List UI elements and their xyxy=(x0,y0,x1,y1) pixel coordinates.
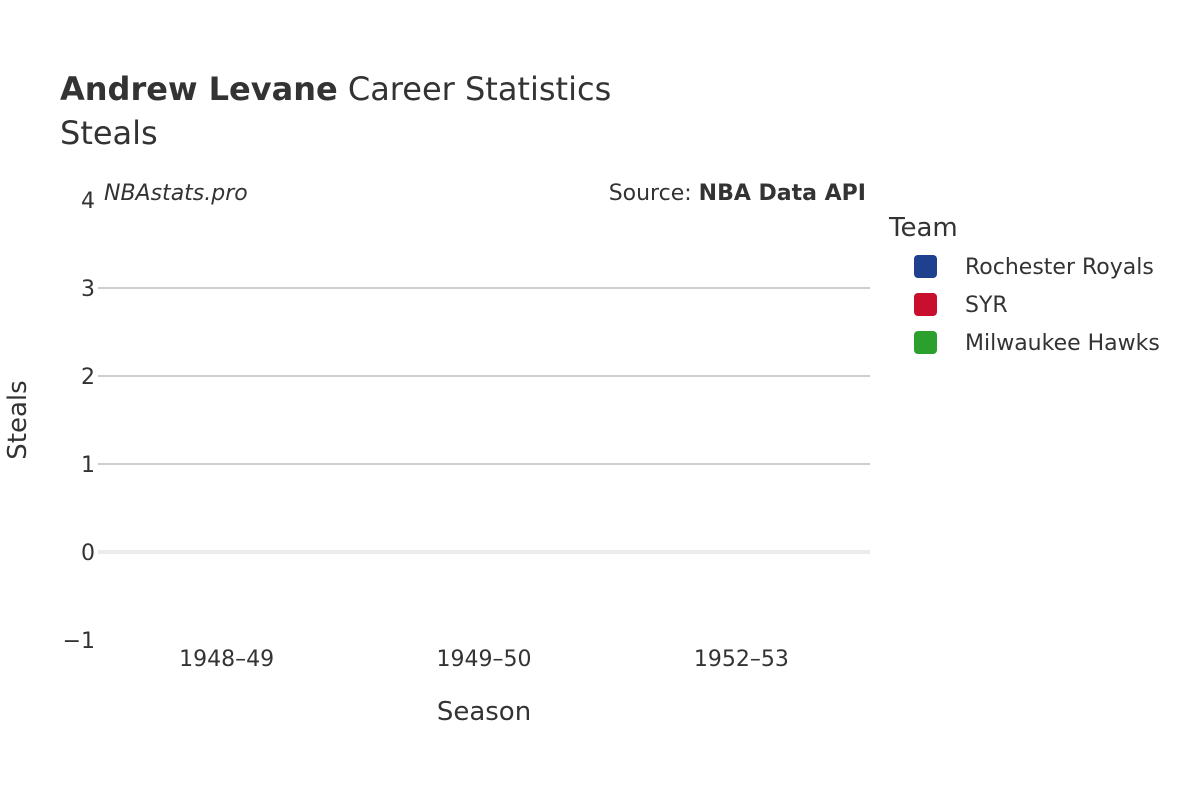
y-tick-label: 4 xyxy=(81,189,95,214)
legend-title: Team xyxy=(888,213,958,243)
x-tick-label: 1948–49 xyxy=(179,647,274,672)
chart-title-bold: Andrew Levane xyxy=(60,70,338,108)
legend-label: SYR xyxy=(965,293,1008,318)
chart-title: Andrew Levane Career Statistics xyxy=(60,70,611,108)
legend-item[interactable]: SYR xyxy=(914,293,1008,318)
legend-label: Rochester Royals xyxy=(965,255,1154,280)
gridlines xyxy=(98,287,870,554)
y-tick-label: 3 xyxy=(81,277,95,302)
y-axis-ticks: 4 3 2 1 0 −1 xyxy=(63,189,95,654)
x-axis-title: Season xyxy=(437,697,531,727)
chart-title-rest: Career Statistics xyxy=(338,70,612,108)
legend-item[interactable]: Rochester Royals xyxy=(914,255,1154,280)
y-tick-label: −1 xyxy=(63,629,95,654)
source-name: NBA Data API xyxy=(699,181,866,206)
legend: Rochester Royals SYR Milwaukee Hawks xyxy=(914,255,1160,356)
legend-swatch xyxy=(914,255,937,278)
x-tick-label: 1949–50 xyxy=(437,647,532,672)
source-prefix: Source: xyxy=(609,181,699,206)
y-tick-label: 1 xyxy=(81,453,95,478)
watermark: NBAstats.pro xyxy=(104,181,248,206)
y-axis-title: Steals xyxy=(3,380,33,459)
legend-swatch xyxy=(914,331,937,354)
y-tick-label: 2 xyxy=(81,365,95,390)
y-tick-label: 0 xyxy=(81,541,95,566)
legend-label: Milwaukee Hawks xyxy=(965,331,1160,356)
legend-item[interactable]: Milwaukee Hawks xyxy=(914,331,1160,356)
chart-subtitle: Steals xyxy=(60,114,158,152)
x-axis-ticks: 1948–49 1949–50 1952–53 xyxy=(179,647,789,672)
legend-swatch xyxy=(914,293,937,316)
source-credit: Source: NBA Data API xyxy=(609,181,866,206)
x-tick-label: 1952–53 xyxy=(694,647,789,672)
